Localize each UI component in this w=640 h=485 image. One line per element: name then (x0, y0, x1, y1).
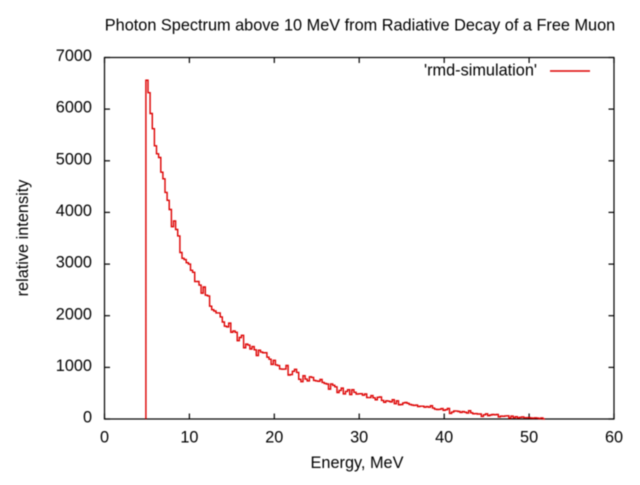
svg-text:60: 60 (605, 429, 623, 447)
svg-text:4000: 4000 (56, 202, 92, 220)
svg-text:Energy, MeV: Energy, MeV (311, 454, 404, 472)
svg-text:7000: 7000 (56, 47, 92, 65)
svg-text:Photon Spectrum above 10 MeV f: Photon Spectrum above 10 MeV from Radiat… (105, 17, 615, 35)
svg-text:1000: 1000 (56, 357, 92, 375)
svg-text:6000: 6000 (56, 99, 92, 117)
svg-text:5000: 5000 (56, 150, 92, 168)
svg-text:'rmd-simulation': 'rmd-simulation' (424, 62, 537, 80)
svg-text:30: 30 (350, 429, 368, 447)
svg-text:20: 20 (265, 429, 283, 447)
svg-text:relative intensity: relative intensity (14, 179, 32, 297)
svg-text:0: 0 (100, 429, 109, 447)
svg-text:2000: 2000 (56, 305, 92, 323)
svg-text:50: 50 (520, 429, 538, 447)
svg-text:3000: 3000 (56, 254, 92, 272)
svg-text:40: 40 (435, 429, 453, 447)
svg-text:0: 0 (83, 409, 92, 427)
svg-text:10: 10 (180, 429, 198, 447)
